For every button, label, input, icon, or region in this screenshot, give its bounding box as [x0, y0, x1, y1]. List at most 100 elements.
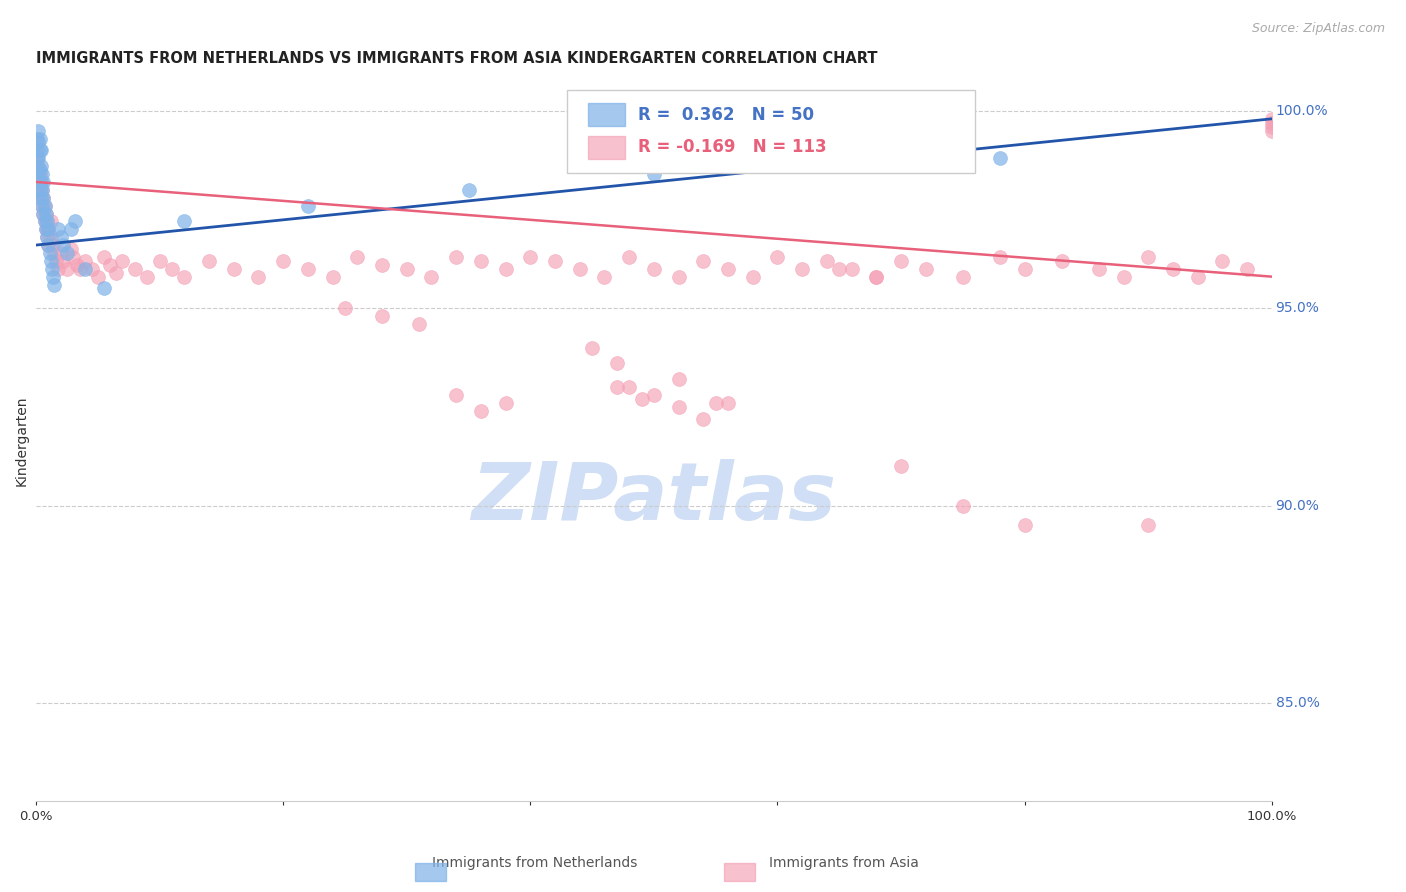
Point: [30, 159, 52, 173]
Point: [1014, 518, 1036, 533]
Point: [49, 246, 72, 260]
Point: [75, 261, 97, 276]
Point: [27, 123, 49, 137]
Point: [581, 341, 603, 355]
Point: [495, 261, 517, 276]
Point: [25, 167, 48, 181]
Point: [519, 250, 541, 264]
Text: R =  0.362   N = 50: R = 0.362 N = 50: [638, 106, 814, 124]
Point: [988, 151, 1011, 165]
Point: [1161, 261, 1184, 276]
Point: [35, 206, 58, 220]
Point: [111, 253, 134, 268]
Point: [1261, 120, 1284, 134]
Point: [28, 167, 51, 181]
Point: [408, 317, 430, 331]
Point: [42, 238, 65, 252]
Point: [27, 163, 49, 178]
Point: [717, 261, 740, 276]
Point: [173, 269, 195, 284]
Point: [444, 250, 467, 264]
Point: [32, 175, 55, 189]
Point: [27, 175, 49, 189]
Point: [35, 222, 58, 236]
Point: [39, 214, 62, 228]
Point: [333, 301, 356, 316]
Point: [1137, 250, 1160, 264]
Point: [31, 199, 53, 213]
Point: [30, 191, 52, 205]
Point: [30, 175, 52, 189]
Point: [457, 183, 479, 197]
Point: [247, 269, 270, 284]
Point: [692, 411, 714, 425]
Point: [34, 214, 56, 228]
Point: [914, 261, 936, 276]
Text: IMMIGRANTS FROM NETHERLANDS VS IMMIGRANTS FROM ASIA KINDERGARTEN CORRELATION CHA: IMMIGRANTS FROM NETHERLANDS VS IMMIGRANT…: [37, 51, 877, 66]
Point: [35, 222, 58, 236]
Point: [28, 183, 51, 197]
Point: [35, 214, 58, 228]
Point: [80, 261, 103, 276]
Point: [98, 258, 121, 272]
Point: [1261, 112, 1284, 126]
Point: [420, 269, 443, 284]
Point: [606, 380, 628, 394]
Point: [56, 246, 79, 260]
Point: [52, 253, 75, 268]
Point: [568, 261, 591, 276]
Point: [34, 214, 56, 228]
Point: [704, 396, 727, 410]
Point: [35, 230, 58, 244]
Point: [643, 167, 665, 181]
Point: [45, 253, 67, 268]
Point: [1211, 253, 1233, 268]
Point: [62, 250, 84, 264]
Point: [371, 258, 394, 272]
Point: [37, 222, 59, 236]
Point: [741, 269, 763, 284]
Point: [668, 372, 690, 386]
Point: [42, 269, 65, 284]
Point: [41, 261, 63, 276]
Point: [890, 253, 912, 268]
Text: 100.0%: 100.0%: [1275, 103, 1329, 118]
Point: [52, 238, 75, 252]
Point: [717, 396, 740, 410]
Point: [105, 266, 128, 280]
FancyBboxPatch shape: [568, 90, 976, 173]
Point: [297, 261, 319, 276]
Point: [495, 396, 517, 410]
Text: Source: ZipAtlas.com: Source: ZipAtlas.com: [1251, 22, 1385, 36]
Point: [31, 183, 53, 197]
Point: [815, 253, 838, 268]
Point: [28, 163, 51, 178]
Point: [617, 380, 640, 394]
Point: [66, 258, 89, 272]
Point: [792, 261, 814, 276]
Point: [59, 242, 82, 256]
Point: [828, 159, 851, 173]
Point: [34, 199, 56, 213]
Point: [668, 400, 690, 414]
Point: [1050, 253, 1073, 268]
Point: [470, 253, 492, 268]
Point: [1261, 116, 1284, 130]
Point: [470, 404, 492, 418]
Point: [25, 131, 48, 145]
Point: [271, 253, 294, 268]
Point: [1088, 261, 1111, 276]
Point: [34, 199, 56, 213]
Point: [395, 261, 418, 276]
Point: [32, 191, 55, 205]
Text: Immigrants from Asia: Immigrants from Asia: [769, 855, 918, 870]
Point: [44, 246, 66, 260]
Point: [988, 250, 1011, 264]
Point: [173, 214, 195, 228]
Text: ZIPatlas: ZIPatlas: [471, 459, 837, 537]
Point: [44, 277, 66, 292]
Point: [35, 230, 58, 244]
Point: [93, 281, 115, 295]
Point: [668, 269, 690, 284]
Point: [865, 269, 887, 284]
